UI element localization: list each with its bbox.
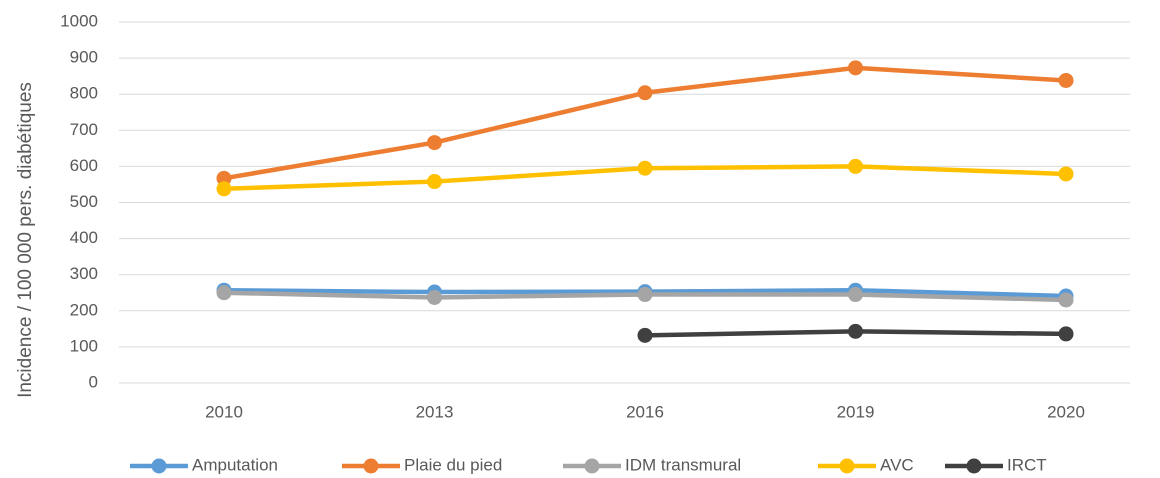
y-tick-label: 700 — [70, 120, 98, 139]
legend-marker — [151, 458, 167, 474]
y-tick-label: 600 — [70, 156, 98, 175]
data-point — [637, 287, 653, 303]
data-point — [1058, 166, 1074, 182]
legend-marker — [584, 458, 600, 474]
y-tick-label: 900 — [70, 48, 98, 67]
y-tick-label: 300 — [70, 264, 98, 283]
y-axis-label: Incidence / 100 000 pers. diabétiques — [15, 82, 36, 398]
legend-label: IRCT — [1007, 455, 1047, 474]
legend-label: IDM transmural — [625, 455, 741, 474]
x-tick-label: 2010 — [205, 402, 243, 421]
y-tick-label: 500 — [70, 192, 98, 211]
y-tick-label: 800 — [70, 84, 98, 103]
legend-label: Plaie du pied — [404, 455, 502, 474]
data-point — [1058, 292, 1074, 308]
data-point — [427, 174, 442, 190]
data-point — [216, 170, 232, 186]
y-tick-label: 1000 — [60, 11, 98, 30]
data-point — [1058, 326, 1074, 342]
y-tick-label: 0 — [89, 372, 98, 391]
y-tick-label: 100 — [70, 336, 98, 355]
data-point — [848, 323, 863, 339]
data-point — [216, 181, 232, 197]
data-point — [848, 60, 863, 76]
x-tick-label: 2020 — [1047, 402, 1085, 421]
legend-marker — [363, 458, 379, 474]
data-point — [1058, 72, 1074, 88]
legend-marker — [966, 458, 982, 474]
legend-label: AVC — [880, 455, 914, 474]
x-tick-label: 2013 — [416, 402, 454, 421]
legend-label: Amputation — [192, 455, 278, 474]
y-tick-label: 200 — [70, 300, 98, 319]
legend-marker — [839, 458, 855, 474]
x-tick-label: 2019 — [837, 402, 875, 421]
data-point — [637, 327, 653, 343]
data-point — [637, 85, 653, 101]
data-point — [637, 160, 653, 176]
x-tick-label: 2016 — [626, 402, 664, 421]
data-point — [216, 285, 232, 301]
y-tick-label: 400 — [70, 228, 98, 247]
data-point — [427, 135, 442, 151]
data-point — [427, 289, 442, 305]
data-point — [848, 287, 863, 303]
data-point — [848, 158, 863, 174]
